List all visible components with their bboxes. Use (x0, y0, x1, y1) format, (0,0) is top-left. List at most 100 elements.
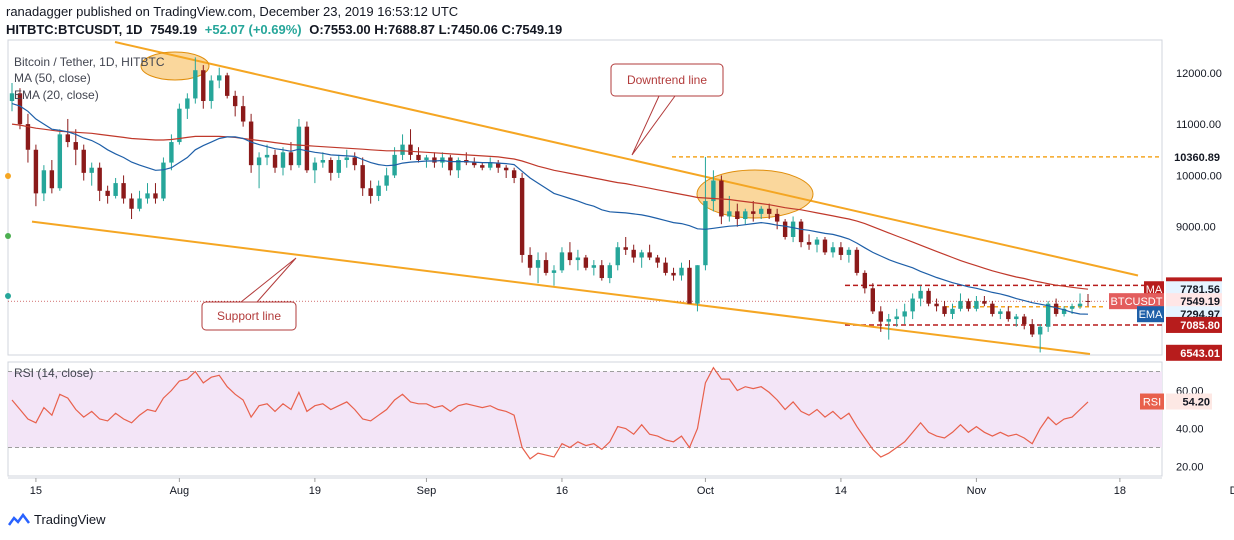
rsi-legend[interactable]: RSI (14, close) (14, 366, 94, 380)
candle-body (17, 93, 23, 125)
candle-body (902, 311, 907, 317)
x-tick-label: Sep (417, 485, 437, 497)
candle-body (105, 190, 110, 196)
candle-body (655, 257, 660, 263)
candle-body (838, 247, 844, 255)
rsi-value-box (1166, 393, 1212, 410)
candle-body (456, 160, 461, 171)
x-tick-label: 14 (835, 485, 847, 497)
candle-body (711, 180, 716, 202)
candle-body (240, 106, 246, 122)
candle-body (671, 272, 676, 276)
candle-body (65, 134, 70, 143)
candle-body (615, 247, 620, 266)
candle-body (926, 290, 931, 304)
price-pane (7, 39, 1163, 356)
downtrend-callout: Downtrend line (610, 63, 724, 156)
candle-body (153, 193, 158, 199)
x-tick-label: Dec (1230, 485, 1234, 497)
candle-body (1045, 303, 1051, 327)
candle-body (583, 257, 589, 268)
candle-body (288, 152, 294, 166)
candle-body (735, 211, 740, 220)
candle-body (743, 211, 748, 220)
downtrend-callout-box (610, 63, 724, 97)
candle-body (639, 252, 644, 258)
rsi-tag (1140, 393, 1164, 410)
candle-body (990, 303, 995, 314)
x-tick-label: Aug (170, 485, 190, 497)
candle-body (376, 185, 381, 196)
candle-body (264, 154, 270, 158)
candle-body (480, 165, 485, 168)
candle-body (137, 198, 142, 209)
support-callout: Support line (201, 257, 297, 331)
candle-body (966, 301, 971, 309)
candle-body (145, 193, 150, 199)
candle-body (830, 247, 836, 253)
candle-body (57, 134, 63, 189)
candle-body (1037, 326, 1043, 335)
candle-body (774, 213, 780, 222)
x-tick-label: Oct (697, 485, 714, 497)
candle-body (918, 290, 923, 299)
candle-body (511, 170, 517, 178)
candle-body (575, 257, 581, 261)
last-price: 7549.19 (150, 22, 198, 37)
x-tick-label: 16 (556, 485, 568, 497)
ohlc-values: O:7553.00 H:7688.87 L:7450.06 C:7549.19 (309, 22, 563, 37)
y-tick-label: 10000.00 (1176, 170, 1222, 182)
ema-legend[interactable]: EMA (20, close) (14, 88, 99, 102)
candle-body (344, 157, 349, 161)
candle-body (1077, 303, 1083, 307)
price-label-tag (1137, 306, 1164, 323)
candle-body (878, 311, 883, 322)
candle-body (503, 167, 509, 171)
candle-body (846, 249, 852, 255)
candle-body (790, 221, 796, 237)
candle-body (472, 162, 477, 166)
candle-body (1061, 308, 1067, 314)
chart-title[interactable]: Bitcoin / Tether, 1D, HITBTC (14, 55, 165, 69)
x-tick-label: 19 (309, 485, 321, 497)
symbol-name: HITBTC:BTCUSDT, 1D (6, 22, 143, 37)
downtrend-callout-pointer (631, 95, 676, 156)
candle-body (551, 270, 557, 273)
highlight-ellipse-oct (696, 169, 814, 219)
candle-body (9, 93, 15, 102)
candle-body (599, 265, 605, 279)
candle-body (161, 162, 166, 199)
ma-line (11, 123, 1089, 290)
candle-body (591, 265, 597, 268)
price-label-box (1166, 344, 1222, 361)
rsi-tick-label: 20.00 (1176, 462, 1204, 474)
price-label-tag-text: EMA (1139, 309, 1164, 321)
price-label-value: 7549.19 (1180, 296, 1220, 308)
edge-marker (5, 293, 11, 299)
y-tick-label: 11000.00 (1176, 119, 1221, 131)
candle-body (49, 170, 55, 189)
candle-body (1053, 303, 1059, 314)
candle-body (89, 167, 94, 173)
candle-body (169, 142, 174, 163)
candle-body (129, 198, 134, 209)
ma-legend[interactable]: MA (50, close) (14, 71, 91, 85)
y-tick-label: 9000.00 (1176, 222, 1216, 234)
price-label-box (1166, 293, 1222, 310)
support-callout-pointer (240, 257, 297, 303)
candle-body (225, 75, 230, 96)
candle-body (41, 170, 47, 194)
candle-body (958, 301, 963, 309)
candle-body (432, 157, 437, 163)
price-label-tag-text: BTCUSDT (1111, 296, 1163, 308)
candle-body (910, 298, 915, 312)
candle-body (296, 126, 302, 166)
candle-body (1069, 306, 1075, 309)
candle-body (543, 260, 549, 273)
price-label-box (1166, 316, 1222, 333)
candle-body (519, 177, 525, 255)
candle-body (886, 319, 891, 322)
tradingview-logo-icon (8, 512, 30, 526)
candle-body (623, 247, 628, 250)
